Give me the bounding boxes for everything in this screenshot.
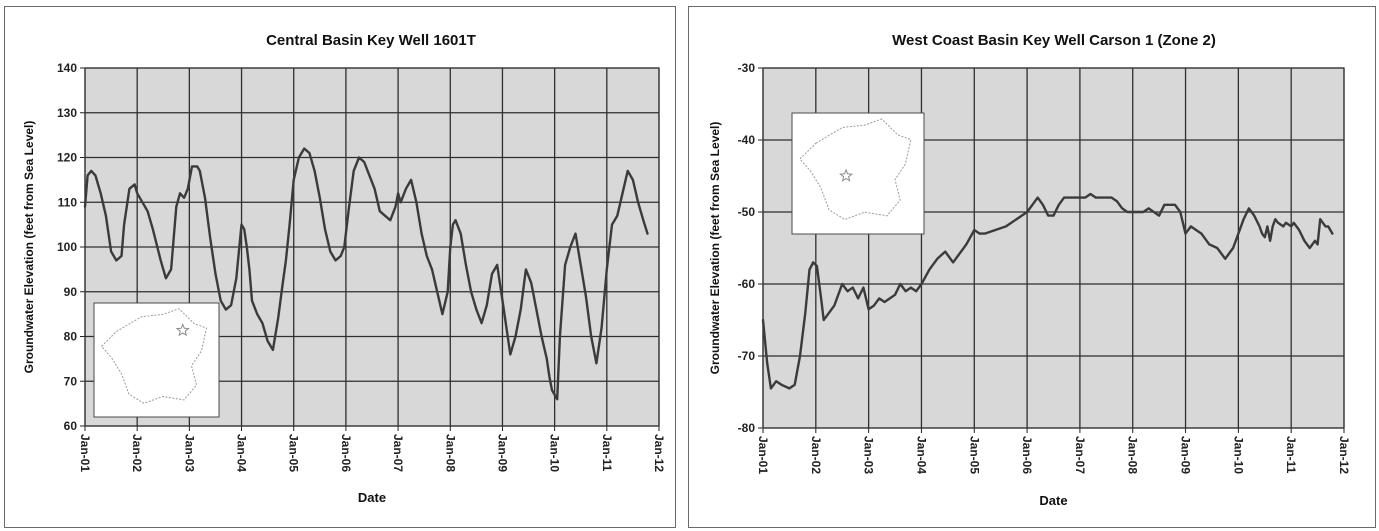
y-axis-label: Groundwater Elevation (feet from Sea Lev… — [708, 122, 722, 375]
chart-panel-west-coast-basin: West Coast Basin Key Well Carson 1 (Zone… — [688, 6, 1376, 528]
y-tick-label: 110 — [58, 195, 78, 209]
y-tick-label: -80 — [738, 421, 756, 435]
inset-map-frame — [791, 112, 925, 235]
inset-map — [93, 302, 220, 418]
x-tick-label: Jan-03 — [182, 434, 196, 472]
y-tick-label: 90 — [64, 285, 78, 299]
x-tick-label: Jan-10 — [1231, 436, 1245, 474]
y-tick-label: -40 — [738, 133, 756, 147]
x-tick-label: Jan-06 — [1020, 436, 1034, 474]
plot-border — [84, 67, 660, 427]
x-tick-label: Jan-12 — [1337, 436, 1351, 474]
x-tick-label: Jan-11 — [600, 434, 614, 472]
star-icon — [839, 168, 854, 182]
x-tick-label: Jan-04 — [914, 436, 928, 474]
x-tick-label: Jan-08 — [443, 434, 457, 472]
x-tick-label: Jan-01 — [756, 436, 770, 474]
x-tick-label: Jan-09 — [495, 434, 509, 472]
y-tick-label: 60 — [64, 419, 78, 433]
x-tick-label: Jan-11 — [1284, 436, 1298, 474]
chart-central-basin: Central Basin Key Well 1601T 60 70 80 90 100 1… — [22, 32, 666, 505]
chart-west-coast-basin: West Coast Basin Key Well Carson 1 (Zone… — [708, 32, 1351, 508]
x-tick-label: Jan-07 — [391, 434, 405, 472]
x-axis-label: Date — [358, 490, 386, 505]
x-tick-label: Jan-01 — [78, 434, 92, 472]
inset-map-frame — [93, 302, 220, 418]
x-tick-label: Jan-08 — [1126, 436, 1140, 474]
plot-border — [762, 67, 1345, 429]
series-line — [83, 147, 649, 401]
inset-map-outline — [100, 308, 208, 404]
inset-map-outline — [799, 118, 912, 221]
y-tick-label: 80 — [64, 330, 78, 344]
x-tick-label: Jan-05 — [967, 436, 981, 474]
y-tick-label: -50 — [738, 205, 756, 219]
x-tick-label: Jan-02 — [130, 434, 144, 472]
series-line — [761, 192, 1334, 390]
chart-title: Central Basin Key Well 1601T — [266, 32, 476, 49]
chart-panel-central-basin: Central Basin Key Well 1601T 60 70 80 90 100 1… — [4, 6, 676, 528]
x-tick-label: Jan-05 — [287, 434, 301, 472]
x-tick-label: Jan-09 — [1179, 436, 1193, 474]
x-tick-label: Jan-03 — [862, 436, 876, 474]
y-tick-label: -30 — [738, 61, 756, 75]
x-tick-label: Jan-12 — [652, 434, 666, 472]
chart-title: West Coast Basin Key Well Carson 1 (Zone… — [892, 32, 1216, 49]
y-tick-label: 100 — [57, 240, 77, 254]
x-tick-label: Jan-07 — [1073, 436, 1087, 474]
x-tick-label: Jan-10 — [548, 434, 562, 472]
y-tick-label: -70 — [738, 349, 756, 363]
y-tick-label: 120 — [57, 151, 77, 165]
star-icon — [175, 323, 190, 337]
x-tick-label: Jan-02 — [809, 436, 823, 474]
y-tick-label: -60 — [738, 277, 756, 291]
x-tick-label: Jan-06 — [339, 434, 353, 472]
y-tick-label: 70 — [64, 374, 78, 388]
x-axis-label: Date — [1039, 493, 1067, 508]
inset-map — [791, 112, 925, 235]
y-tick-label: 140 — [57, 61, 77, 75]
y-tick-label: 130 — [57, 106, 77, 120]
x-tick-label: Jan-04 — [235, 434, 249, 472]
y-axis-label: Groundwater Elevation (feet from Sea Lev… — [22, 121, 36, 374]
